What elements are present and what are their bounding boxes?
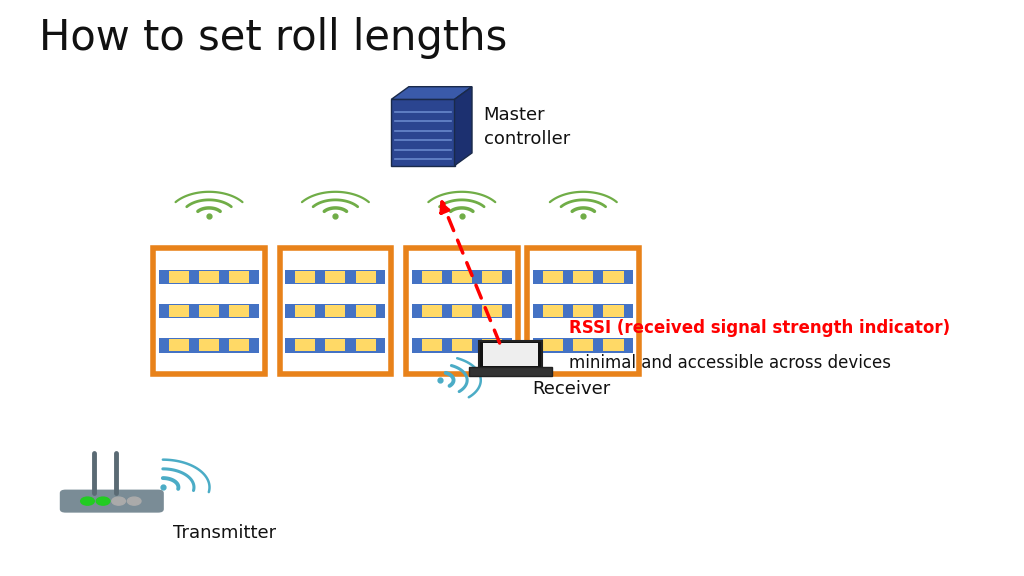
FancyBboxPatch shape (452, 339, 472, 351)
FancyBboxPatch shape (169, 271, 188, 283)
FancyBboxPatch shape (412, 338, 512, 353)
FancyBboxPatch shape (534, 304, 634, 319)
FancyBboxPatch shape (452, 305, 472, 317)
FancyBboxPatch shape (573, 339, 593, 351)
FancyBboxPatch shape (573, 305, 593, 317)
FancyBboxPatch shape (280, 248, 391, 374)
FancyBboxPatch shape (199, 339, 219, 351)
FancyBboxPatch shape (543, 339, 563, 351)
FancyBboxPatch shape (326, 271, 345, 283)
FancyBboxPatch shape (482, 271, 502, 283)
Text: How to set roll lengths: How to set roll lengths (39, 17, 507, 59)
FancyBboxPatch shape (603, 339, 624, 351)
FancyBboxPatch shape (286, 270, 385, 284)
FancyBboxPatch shape (452, 271, 472, 283)
FancyBboxPatch shape (527, 248, 639, 374)
FancyBboxPatch shape (154, 248, 265, 374)
Circle shape (112, 497, 125, 505)
FancyBboxPatch shape (169, 305, 188, 317)
FancyBboxPatch shape (482, 339, 502, 351)
FancyBboxPatch shape (573, 271, 593, 283)
FancyBboxPatch shape (199, 271, 219, 283)
FancyBboxPatch shape (295, 339, 315, 351)
FancyBboxPatch shape (391, 100, 455, 166)
FancyBboxPatch shape (326, 339, 345, 351)
FancyBboxPatch shape (412, 304, 512, 319)
FancyBboxPatch shape (469, 367, 552, 376)
FancyBboxPatch shape (534, 270, 634, 284)
FancyBboxPatch shape (422, 305, 441, 317)
Circle shape (127, 497, 141, 505)
FancyBboxPatch shape (169, 339, 188, 351)
FancyBboxPatch shape (229, 305, 249, 317)
FancyBboxPatch shape (199, 305, 219, 317)
FancyBboxPatch shape (422, 339, 441, 351)
FancyBboxPatch shape (406, 248, 518, 374)
Circle shape (96, 497, 110, 505)
Polygon shape (455, 87, 472, 166)
FancyBboxPatch shape (482, 343, 539, 366)
FancyBboxPatch shape (543, 305, 563, 317)
Text: Transmitter: Transmitter (173, 524, 275, 542)
FancyBboxPatch shape (159, 270, 259, 284)
FancyBboxPatch shape (603, 305, 624, 317)
FancyBboxPatch shape (295, 305, 315, 317)
FancyBboxPatch shape (355, 271, 376, 283)
FancyBboxPatch shape (159, 304, 259, 319)
FancyBboxPatch shape (229, 339, 249, 351)
Text: RSSI (received signal strength indicator): RSSI (received signal strength indicator… (568, 319, 950, 338)
FancyBboxPatch shape (482, 305, 502, 317)
FancyBboxPatch shape (422, 271, 441, 283)
FancyBboxPatch shape (543, 271, 563, 283)
FancyBboxPatch shape (326, 305, 345, 317)
FancyBboxPatch shape (59, 490, 164, 513)
Circle shape (81, 497, 94, 505)
Text: minimal and accessible across devices: minimal and accessible across devices (568, 354, 891, 372)
FancyBboxPatch shape (603, 271, 624, 283)
FancyBboxPatch shape (159, 338, 259, 353)
FancyBboxPatch shape (286, 304, 385, 319)
FancyBboxPatch shape (412, 270, 512, 284)
FancyBboxPatch shape (355, 339, 376, 351)
FancyBboxPatch shape (286, 338, 385, 353)
FancyBboxPatch shape (229, 271, 249, 283)
FancyBboxPatch shape (534, 338, 634, 353)
Text: Master
controller: Master controller (483, 106, 570, 147)
FancyBboxPatch shape (295, 271, 315, 283)
Polygon shape (391, 87, 472, 100)
FancyBboxPatch shape (355, 305, 376, 317)
FancyBboxPatch shape (479, 341, 542, 369)
Text: Receiver: Receiver (532, 380, 610, 398)
